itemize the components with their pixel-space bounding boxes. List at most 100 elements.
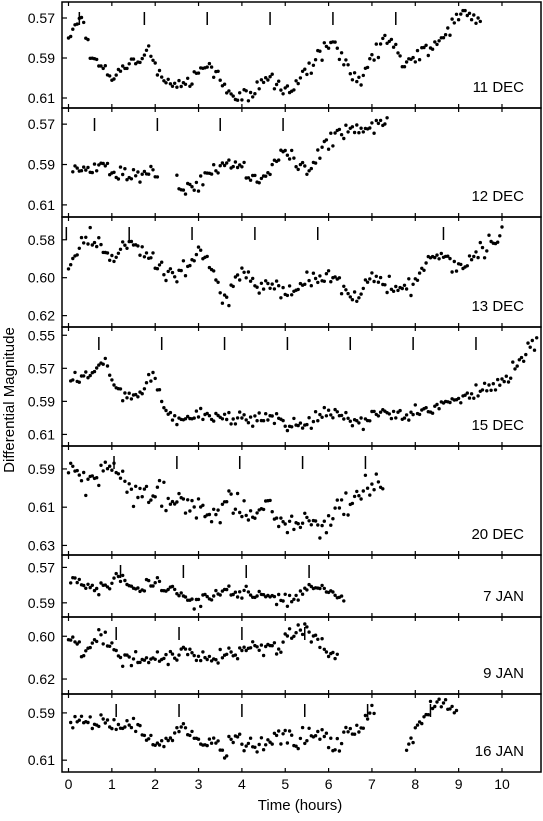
data-point (183, 647, 188, 651)
data-point (344, 491, 348, 495)
data-point (326, 147, 331, 151)
y-tick-label: 0.60 (28, 628, 55, 644)
data-point (290, 148, 294, 153)
data-point (285, 153, 290, 157)
data-point (400, 286, 404, 291)
data-point (166, 738, 170, 743)
data-point (136, 495, 140, 500)
data-point (205, 743, 209, 748)
data-point (125, 66, 129, 71)
data-point (84, 235, 88, 239)
panel-frame (61, 1, 542, 109)
data-point (177, 491, 181, 496)
data-point (370, 482, 374, 486)
data-point (335, 410, 339, 414)
data-point (322, 586, 326, 591)
data-point (121, 240, 125, 244)
data-point (283, 728, 287, 733)
data-point (77, 640, 82, 644)
data-point (125, 653, 129, 657)
data-point (482, 256, 487, 260)
data-point (168, 649, 173, 654)
data-point (66, 267, 71, 271)
data-point (463, 8, 467, 13)
data-point (209, 520, 214, 524)
data-point (242, 749, 246, 753)
data-point (342, 284, 346, 288)
data-point (97, 593, 101, 597)
data-point (261, 507, 266, 512)
data-point (283, 86, 287, 90)
data-point (147, 372, 151, 377)
data-point (270, 644, 274, 648)
data-point (192, 416, 196, 420)
data-point (149, 256, 153, 260)
data-point (283, 424, 287, 428)
data-point (285, 530, 290, 535)
data-point (181, 722, 186, 726)
data-point (242, 499, 246, 503)
data-point (294, 79, 298, 83)
data-point (248, 415, 253, 419)
data-point (424, 406, 428, 410)
data-point (326, 408, 331, 412)
data-point (186, 414, 190, 419)
data-point (450, 704, 454, 709)
data-point (376, 280, 381, 284)
data-point (105, 161, 110, 166)
data-point (136, 395, 140, 399)
data-point (129, 239, 134, 244)
data-point (118, 476, 123, 480)
data-point (303, 622, 307, 626)
data-point (459, 401, 463, 405)
data-point (300, 69, 305, 74)
data-point (430, 47, 435, 51)
data-point (214, 411, 218, 416)
data-point (337, 276, 342, 280)
data-point (190, 651, 194, 655)
data-point (272, 594, 277, 599)
data-point (530, 338, 534, 343)
data-point (381, 487, 385, 491)
data-point (244, 418, 248, 422)
data-point (238, 163, 242, 167)
data-point (222, 82, 227, 86)
data-point (320, 637, 324, 641)
data-point (179, 591, 183, 595)
data-point (296, 81, 300, 86)
data-point (88, 645, 92, 650)
data-point (385, 290, 389, 295)
data-point (303, 67, 307, 71)
data-point (142, 733, 147, 738)
data-point (147, 578, 151, 583)
data-point (476, 394, 480, 398)
data-point (389, 287, 394, 291)
data-point (229, 650, 233, 654)
data-point (309, 426, 313, 430)
data-point (491, 382, 495, 386)
y-tick-label: 0.59 (28, 705, 55, 721)
data-point (357, 494, 361, 498)
data-point (233, 653, 238, 657)
data-point (88, 225, 92, 230)
data-point (248, 593, 253, 597)
data-point (199, 604, 203, 609)
data-point (359, 497, 363, 501)
data-point (446, 254, 450, 258)
data-point (114, 73, 118, 77)
data-point (175, 658, 179, 662)
data-point (138, 660, 142, 665)
data-point (420, 721, 424, 726)
panel-label: 16 JAN (475, 743, 524, 760)
y-tick-label: 0.61 (28, 197, 55, 213)
data-point (313, 734, 318, 738)
data-point (95, 586, 99, 591)
data-point (417, 58, 422, 62)
data-point (270, 282, 274, 286)
data-point (417, 412, 422, 417)
data-point (502, 379, 506, 384)
data-point (99, 581, 103, 585)
data-point (209, 172, 214, 176)
data-point (123, 391, 127, 395)
data-point (274, 279, 279, 283)
